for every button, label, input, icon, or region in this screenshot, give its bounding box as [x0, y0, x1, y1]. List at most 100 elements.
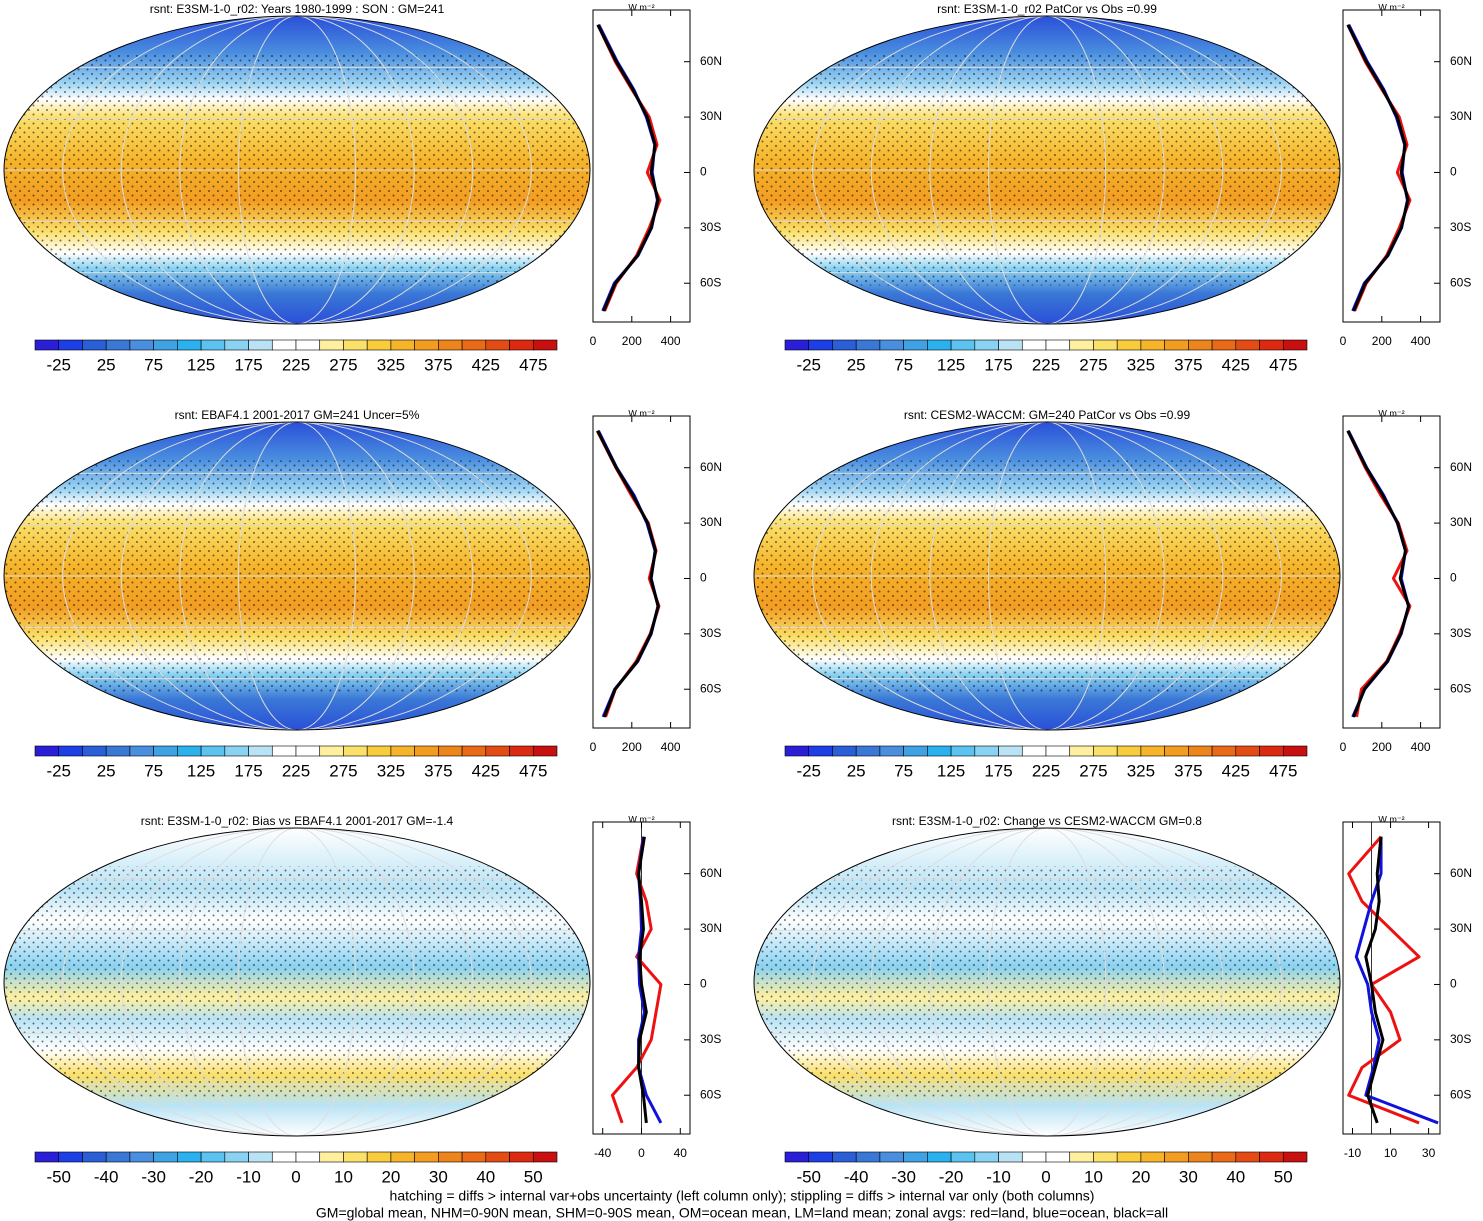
x-tick-label: -40 — [594, 1146, 612, 1160]
y-tick-label: 30N — [1450, 515, 1472, 529]
units-label: W m⁻² — [628, 408, 654, 418]
colorbar-box — [295, 745, 321, 757]
profile-frame — [592, 9, 691, 323]
meridian — [987, 828, 1107, 1136]
x-tick-label: 0 — [1340, 334, 1347, 348]
colorbar-box — [366, 339, 392, 351]
units-label: W m⁻² — [1378, 814, 1404, 824]
colorbar-label: 275 — [1079, 761, 1107, 780]
y-tick-label: 30N — [700, 515, 722, 529]
colorbar-box — [58, 339, 83, 351]
colorbar-box — [461, 339, 487, 351]
colorbar-label: 475 — [1269, 355, 1297, 374]
colorbar-box — [855, 1151, 881, 1163]
y-tick-label: 0 — [1450, 571, 1457, 585]
zonal-profile — [596, 430, 660, 718]
colorbar-box — [414, 1151, 439, 1163]
x-tick-label: 200 — [1372, 334, 1392, 348]
footnote: GM=global mean, NHM=0-90N mean, SHM=0-90… — [316, 1205, 1168, 1221]
x-tick-label: 10 — [1384, 1146, 1398, 1160]
y-tick-label: 0 — [700, 571, 707, 585]
colorbar-box — [248, 745, 273, 757]
meridian — [812, 422, 1282, 730]
profile-frame — [592, 415, 691, 729]
colorbar-label: 50 — [524, 1167, 543, 1186]
colorbar-box — [784, 745, 810, 757]
colorbar-box — [485, 339, 510, 351]
x-tick-label: 30 — [1422, 1146, 1436, 1160]
colorbar-box — [343, 339, 368, 351]
colorbar-box — [271, 339, 297, 351]
colorbar-box — [58, 1151, 83, 1163]
colorbar-label: 75 — [144, 355, 163, 374]
colorbar-box — [1045, 745, 1071, 757]
colorbar-label: 275 — [329, 761, 357, 780]
colorbar-box — [1069, 339, 1094, 351]
colorbar-box — [1188, 339, 1213, 351]
units-label: W m⁻² — [1378, 408, 1404, 418]
colorbar-label: 40 — [476, 1167, 495, 1186]
colorbar-label: 325 — [1127, 355, 1155, 374]
colorbar-box — [855, 745, 881, 757]
panel: rsnt: CESM2-WACCM: GM=240 PatCor vs Obs … — [753, 408, 1472, 780]
map-overlay — [4, 422, 590, 730]
colorbar-box — [58, 745, 83, 757]
meridian — [62, 422, 532, 730]
map-overlay — [4, 828, 590, 1136]
x-tick-label: 400 — [1411, 334, 1431, 348]
colorbar-label: 0 — [291, 1167, 300, 1186]
colorbar-box — [879, 745, 904, 757]
colorbar-label: -10 — [236, 1167, 261, 1186]
panel-title: rsnt: E3SM-1-0_r02: Bias vs EBAF4.1 2001… — [141, 814, 454, 828]
map-border — [3, 827, 591, 1137]
colorbar-label: 0 — [1041, 1167, 1050, 1186]
colorbar-label: 325 — [377, 355, 405, 374]
colorbar-box — [1140, 339, 1165, 351]
colorbar-label: -10 — [986, 1167, 1011, 1186]
colorbar-label: -30 — [141, 1167, 166, 1186]
colorbar-box — [271, 1151, 297, 1163]
colorbar-label: 25 — [97, 761, 116, 780]
colorbar-box — [248, 1151, 273, 1163]
x-tick-label: 200 — [622, 740, 642, 754]
colorbar-box — [1021, 745, 1047, 757]
colorbar-label: 225 — [282, 355, 310, 374]
meridian — [987, 16, 1107, 324]
colorbar-box — [390, 339, 415, 351]
colorbar-box — [200, 745, 226, 757]
colorbar-box — [1211, 339, 1237, 351]
colorbar-box — [390, 745, 415, 757]
colorbar-box — [248, 339, 273, 351]
colorbar-box — [1116, 745, 1142, 757]
colorbar-box — [414, 339, 439, 351]
colorbar-box — [903, 745, 928, 757]
colorbar-label: 275 — [329, 355, 357, 374]
colorbar-box — [34, 339, 60, 351]
colorbar-box — [319, 745, 344, 757]
colorbar-box — [1211, 745, 1237, 757]
colorbar-box — [1045, 1151, 1071, 1163]
meridian — [179, 16, 415, 324]
colorbar-box — [1140, 1151, 1165, 1163]
y-tick-label: 30S — [700, 1032, 721, 1046]
colorbar-box — [832, 339, 857, 351]
colorbar-box — [34, 1151, 60, 1163]
x-tick-label: 400 — [661, 334, 681, 348]
units-label: W m⁻² — [1378, 2, 1404, 12]
y-tick-label: 60N — [700, 460, 722, 474]
colorbar-box — [1259, 745, 1284, 757]
profile-frame — [1342, 9, 1441, 323]
colorbar-box — [950, 1151, 976, 1163]
colorbar-box — [532, 745, 558, 757]
profile-frame — [1342, 415, 1441, 729]
colorbar-box — [224, 339, 249, 351]
colorbar-label: 375 — [424, 355, 452, 374]
colorbar-label: 225 — [282, 761, 310, 780]
colorbar-label: -50 — [46, 1167, 71, 1186]
colorbar-box — [153, 1151, 178, 1163]
panel-title: rsnt: E3SM-1-0_r02: Change vs CESM2-WACC… — [892, 814, 1202, 828]
colorbar-label: 30 — [429, 1167, 448, 1186]
panel-title: rsnt: E3SM-1-0_r02: Years 1980-1999 : SO… — [150, 2, 445, 16]
colorbar-box — [200, 1151, 226, 1163]
